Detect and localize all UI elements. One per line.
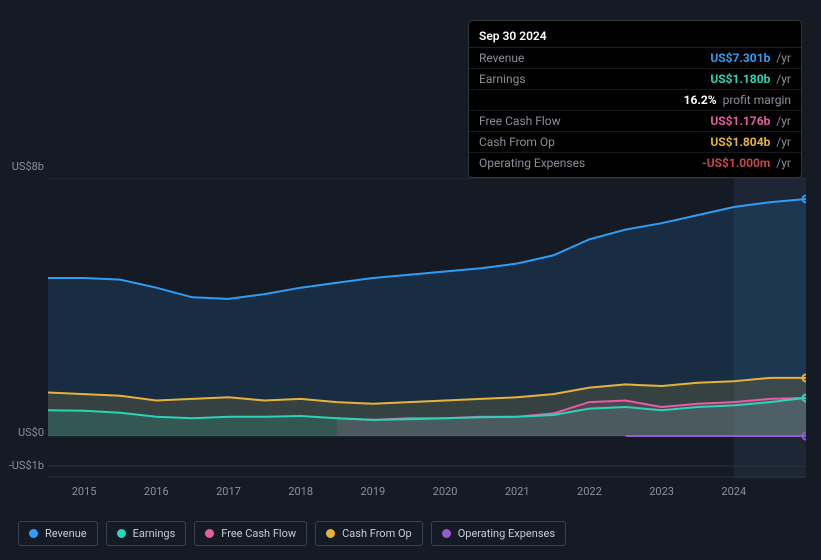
legend-item-freecashflow[interactable]: Free Cash Flow bbox=[194, 521, 307, 546]
x-axis-tick: 2016 bbox=[144, 485, 169, 498]
tooltip-label: Cash From Op bbox=[479, 135, 555, 149]
legend-swatch bbox=[326, 529, 335, 538]
x-axis-tick: 2024 bbox=[721, 485, 746, 498]
chart-container: US$8b US$0 -US$1b 2015 2016 2017 2018 2019 20… bbox=[0, 0, 821, 560]
legend-label: Free Cash Flow bbox=[221, 527, 296, 540]
legend-item-cashfromop[interactable]: Cash From Op bbox=[315, 521, 423, 546]
chart-legend: Revenue Earnings Free Cash Flow Cash From O… bbox=[18, 521, 566, 546]
legend-swatch bbox=[117, 529, 126, 538]
x-axis-tick: 2020 bbox=[433, 485, 458, 498]
tooltip-row: Cash From Op US$1.804b /yr bbox=[469, 132, 801, 153]
legend-item-opex[interactable]: Operating Expenses bbox=[431, 521, 566, 546]
x-axis-tick: 2015 bbox=[72, 485, 97, 498]
tooltip-value: US$1.804b /yr bbox=[710, 135, 791, 149]
legend-label: Revenue bbox=[45, 527, 87, 540]
tooltip-value: US$1.180b /yr bbox=[710, 72, 791, 86]
x-axis-tick: 2018 bbox=[288, 485, 313, 498]
x-axis-tick: 2021 bbox=[505, 485, 530, 498]
tooltip-row: Operating Expenses -US$1.000m /yr bbox=[469, 153, 801, 173]
legend-swatch bbox=[442, 529, 451, 538]
tooltip-row: Free Cash Flow US$1.176b /yr bbox=[469, 111, 801, 132]
legend-item-earnings[interactable]: Earnings bbox=[106, 521, 187, 546]
tooltip-label: Earnings bbox=[479, 72, 526, 86]
legend-item-revenue[interactable]: Revenue bbox=[18, 521, 98, 546]
tooltip-label: Revenue bbox=[479, 51, 524, 65]
y-axis-label: US$8b bbox=[0, 160, 44, 173]
tooltip-date: Sep 30 2024 bbox=[469, 25, 801, 48]
tooltip-row: 16.2% profit margin bbox=[469, 90, 801, 111]
x-axis-tick: 2023 bbox=[649, 485, 674, 498]
tooltip-value: US$7.301b /yr bbox=[710, 51, 791, 65]
y-axis-label: US$0 bbox=[0, 426, 44, 439]
chart-plot[interactable] bbox=[48, 178, 806, 478]
tooltip-label: Operating Expenses bbox=[479, 156, 585, 170]
x-axis-tick: 2017 bbox=[216, 485, 241, 498]
legend-label: Operating Expenses bbox=[458, 527, 555, 540]
x-axis-tick: 2022 bbox=[577, 485, 602, 498]
tooltip-row: Revenue US$7.301b /yr bbox=[469, 48, 801, 69]
tooltip-value: US$1.176b /yr bbox=[710, 114, 791, 128]
y-axis-label: -US$1b bbox=[0, 459, 44, 472]
legend-swatch bbox=[29, 529, 38, 538]
tooltip-label: Free Cash Flow bbox=[479, 114, 561, 128]
tooltip-row: Earnings US$1.180b /yr bbox=[469, 69, 801, 90]
x-axis-tick: 2019 bbox=[360, 485, 385, 498]
tooltip-value: 16.2% profit margin bbox=[684, 93, 791, 107]
tooltip-value: -US$1.000m /yr bbox=[702, 156, 791, 170]
chart-tooltip: Sep 30 2024 Revenue US$7.301b /yr Earnings… bbox=[468, 20, 802, 178]
legend-swatch bbox=[205, 529, 214, 538]
legend-label: Earnings bbox=[133, 527, 176, 540]
legend-label: Cash From Op bbox=[342, 527, 412, 540]
